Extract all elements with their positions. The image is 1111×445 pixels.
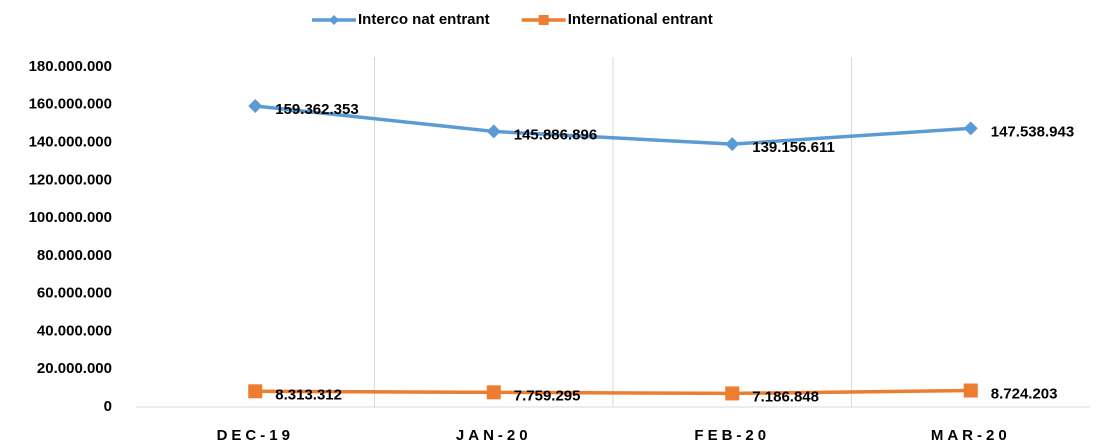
data-label: 159.362.353 xyxy=(275,101,358,118)
marker xyxy=(963,121,978,136)
legend-marker xyxy=(538,15,549,25)
y-tick-label: 160.000.000 xyxy=(29,96,112,113)
y-tick-label: 60.000.000 xyxy=(37,285,112,302)
y-tick-label: 20.000.000 xyxy=(37,360,112,377)
data-label: 147.538.943 xyxy=(991,123,1074,140)
legend-marker xyxy=(329,15,339,25)
y-tick-label: 120.000.000 xyxy=(29,171,112,188)
data-label: 145.886.896 xyxy=(514,126,597,143)
marker xyxy=(248,98,263,113)
data-label: 7.186.848 xyxy=(752,388,819,405)
marker xyxy=(963,383,978,398)
series-line xyxy=(255,388,971,396)
data-label: 7.759.295 xyxy=(514,387,581,404)
marker xyxy=(725,386,740,401)
marker xyxy=(248,384,263,399)
data-label: 8.313.312 xyxy=(275,386,342,403)
y-tick-label: 140.000.000 xyxy=(29,134,112,151)
legend-label: International entrant xyxy=(568,11,713,28)
x-tick-label: JAN-20 xyxy=(456,427,532,444)
y-tick-label: 0 xyxy=(104,398,112,415)
y-tick-label: 100.000.000 xyxy=(29,209,112,226)
legend-label: Interco nat entrant xyxy=(358,11,490,28)
x-tick-label: DEC-19 xyxy=(217,427,294,444)
marker xyxy=(725,137,740,152)
marker xyxy=(486,385,501,400)
x-tick-label: FEB-20 xyxy=(694,427,770,444)
data-label: 139.156.611 xyxy=(752,139,835,156)
data-label: 8.724.203 xyxy=(991,385,1058,402)
y-tick-label: 180.000.000 xyxy=(29,58,112,75)
marker xyxy=(486,124,501,139)
x-tick-label: MAR-20 xyxy=(931,427,1011,444)
y-tick-label: 40.000.000 xyxy=(37,322,112,339)
series-line xyxy=(255,104,971,146)
y-tick-label: 80.000.000 xyxy=(37,247,112,264)
